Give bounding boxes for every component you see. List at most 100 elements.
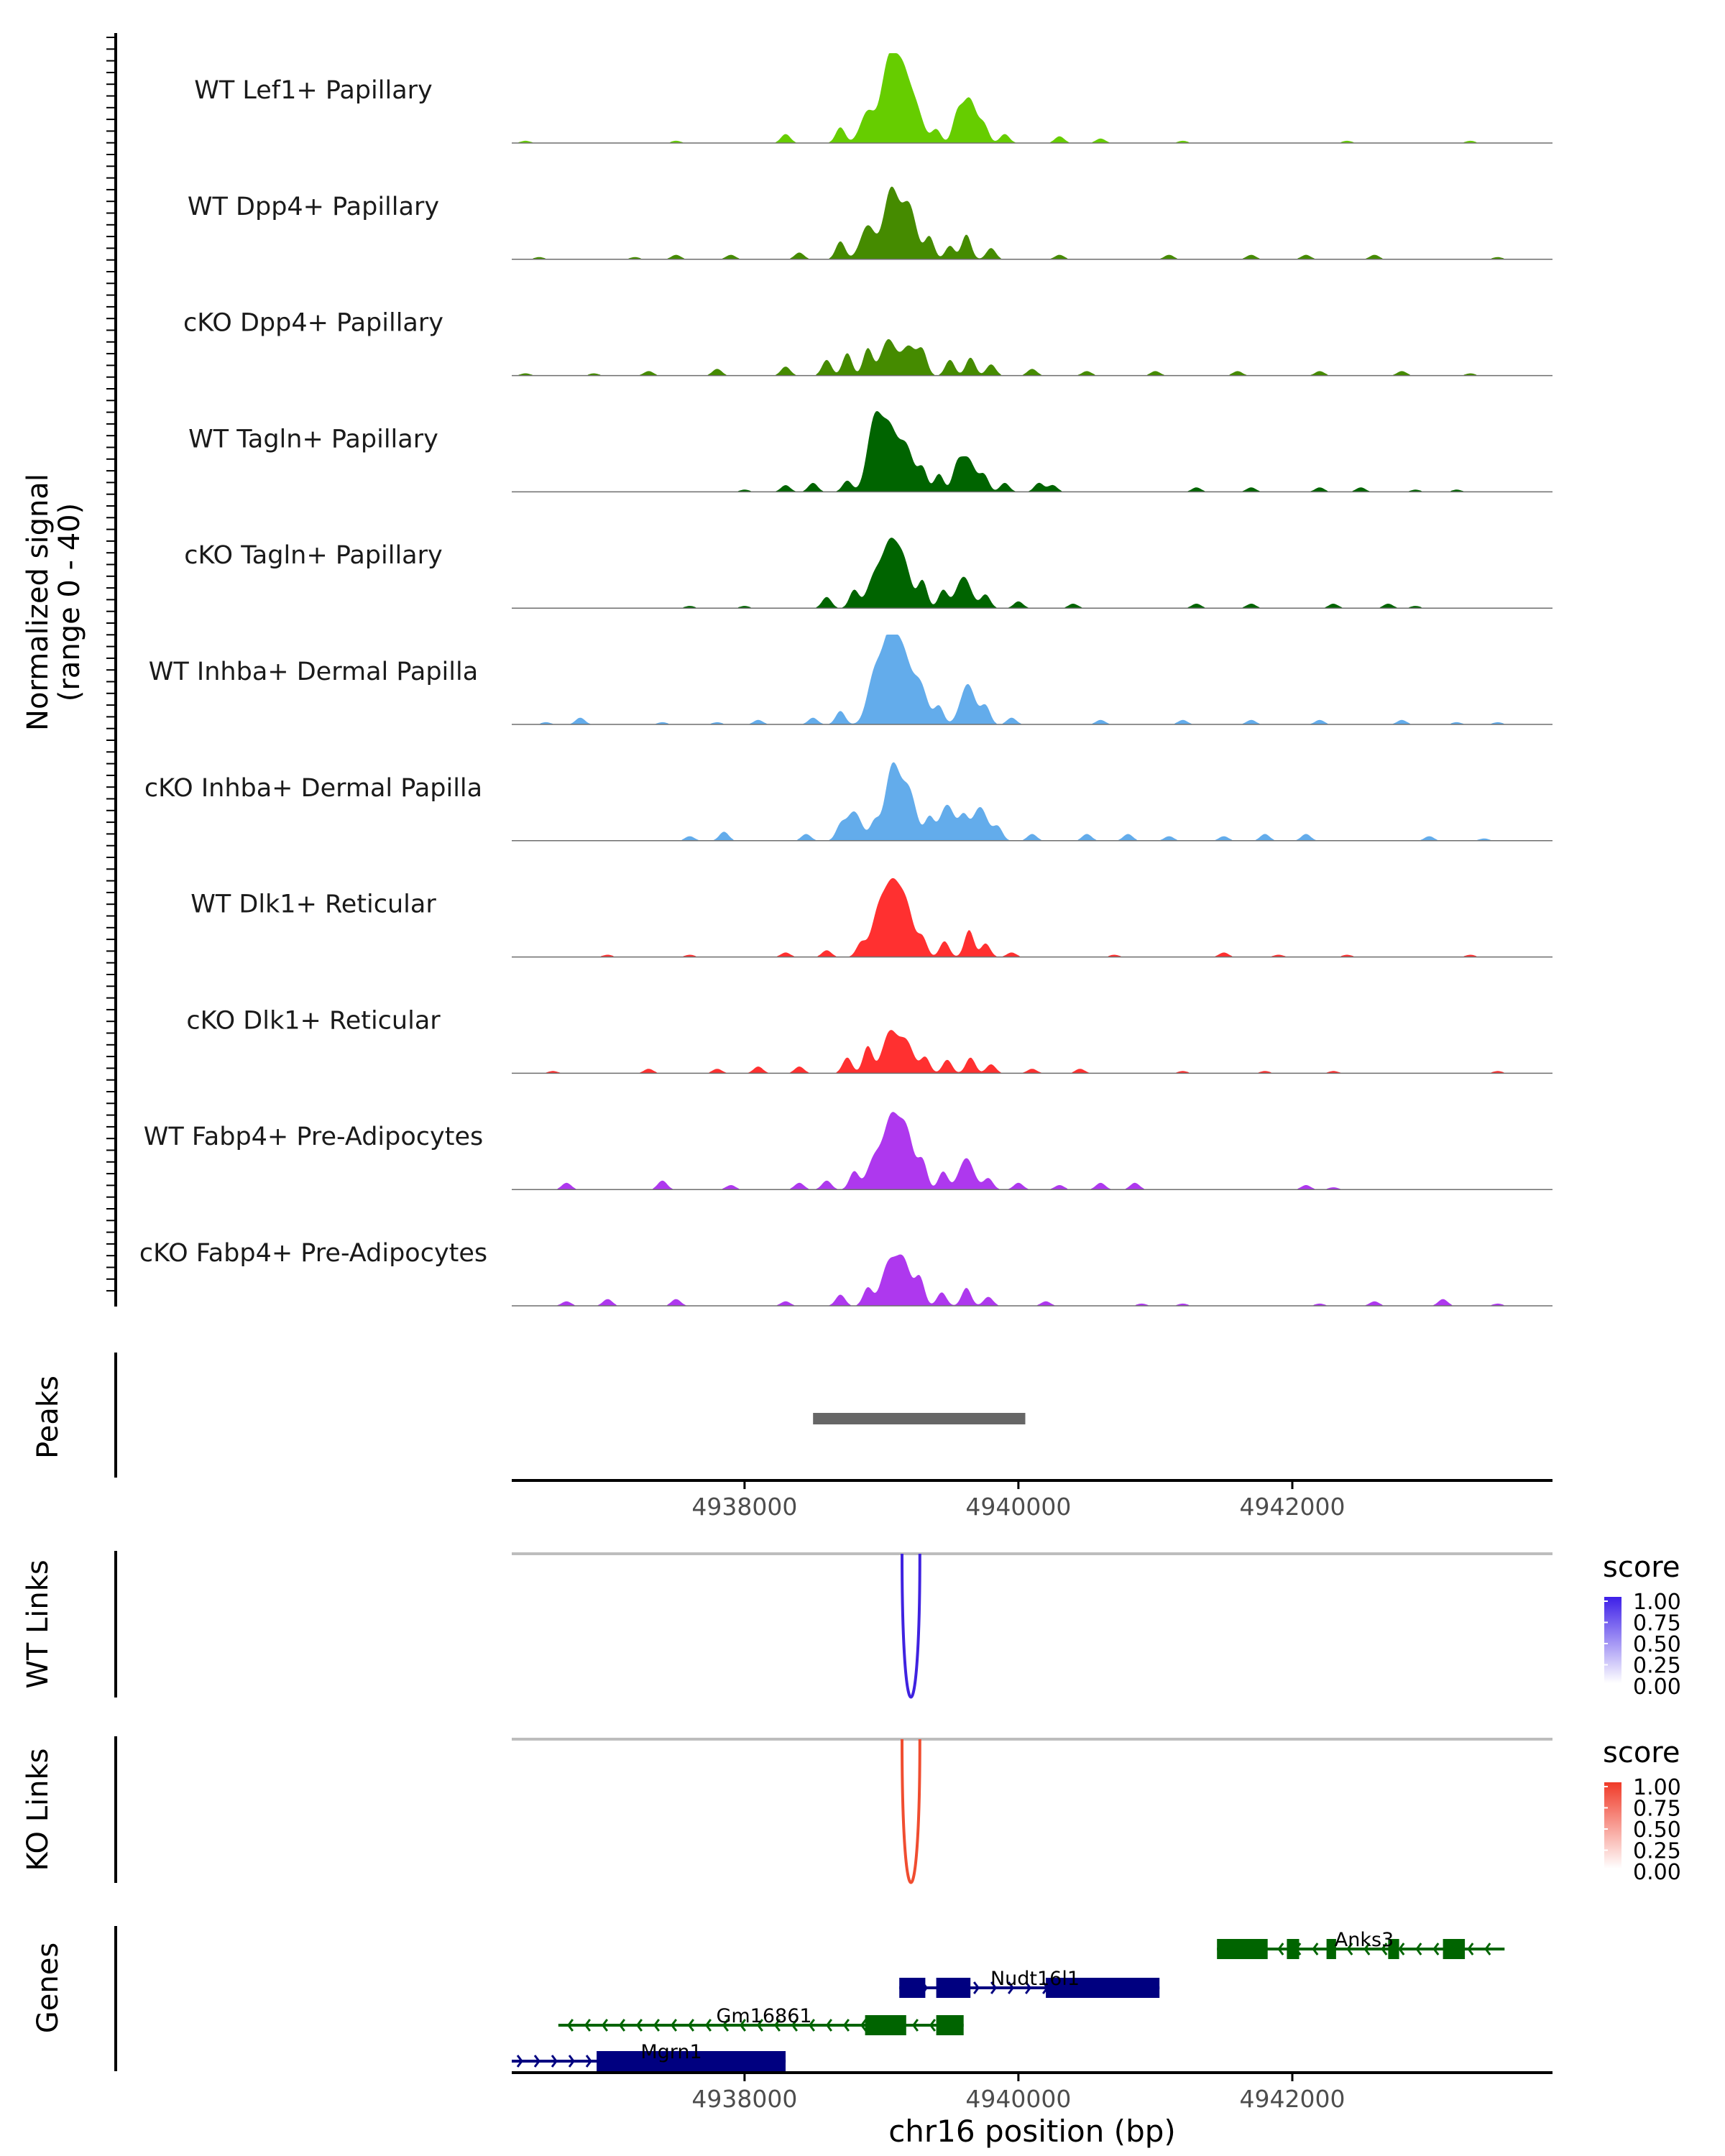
strand-arrow bbox=[566, 2019, 574, 2032]
strand-arrow bbox=[1312, 1943, 1319, 1955]
strand-arrow bbox=[551, 2055, 558, 2068]
strand-arrow bbox=[1277, 1943, 1284, 1955]
exon bbox=[1046, 1978, 1160, 1998]
gene-Mgrn1: Mgrn1 bbox=[512, 2041, 786, 2071]
strand-arrow bbox=[1346, 1943, 1353, 1955]
legend-tick-label: 0.25 bbox=[1633, 1654, 1681, 1679]
gene-Anks3: Anks3 bbox=[1217, 1929, 1505, 1959]
track-0: WT Lef1+ Papillary bbox=[194, 53, 1552, 144]
genes-track: Anks3 Nudt16l1 Gm16861 Mgrn1 bbox=[512, 1929, 1505, 2071]
strand-arrow bbox=[516, 2055, 523, 2068]
track-3: WT Tagln+ Papillary bbox=[188, 411, 1552, 493]
legend-title: score bbox=[1603, 1736, 1680, 1769]
legend-tick-label: 0.00 bbox=[1633, 1860, 1681, 1885]
strand-arrow bbox=[601, 2019, 608, 2032]
strand-arrow bbox=[808, 2019, 815, 2032]
strand-arrow bbox=[911, 2019, 919, 2032]
track-label: WT Tagln+ Papillary bbox=[188, 425, 438, 453]
strand-arrow bbox=[739, 2019, 746, 2032]
track-label: WT Dlk1+ Reticular bbox=[190, 890, 436, 919]
track-label: WT Inhba+ Dermal Papilla bbox=[149, 658, 478, 686]
track-7: WT Dlk1+ Reticular bbox=[190, 877, 1552, 958]
strand-arrow bbox=[1415, 1943, 1422, 1955]
gene-name: Mgrn1 bbox=[640, 2041, 702, 2063]
strand-arrow bbox=[1381, 1943, 1388, 1955]
strand-arrow bbox=[1008, 1981, 1015, 1994]
track-label: cKO Dpp4+ Papillary bbox=[183, 309, 443, 338]
link-arc bbox=[901, 1738, 921, 1884]
strand-arrow bbox=[860, 2019, 867, 2032]
strand-arrow bbox=[568, 2055, 575, 2068]
strand-arrow bbox=[618, 2019, 625, 2032]
track-2: cKO Dpp4+ Papillary bbox=[183, 309, 1552, 377]
legend-colorbar bbox=[1604, 1782, 1622, 1869]
track-label: cKO Inhba+ Dermal Papilla bbox=[144, 774, 482, 803]
legend-title: score bbox=[1603, 1551, 1680, 1584]
track-label: WT Lef1+ Papillary bbox=[194, 76, 433, 105]
x-tick-label: 4940000 bbox=[965, 1493, 1071, 1521]
track-6: cKO Inhba+ Dermal Papilla bbox=[144, 762, 1552, 842]
legend-tick-label: 0.75 bbox=[1633, 1611, 1681, 1636]
track-label: WT Dpp4+ Papillary bbox=[188, 193, 439, 221]
y-axis-title-line2: (range 0 - 40) bbox=[53, 503, 86, 701]
gene-Gm16861: Gm16861 bbox=[558, 2005, 964, 2035]
x-axis-bottom-ticks: 4938000 4940000 4942000 bbox=[691, 2073, 1345, 2113]
legend-tick-label: 0.50 bbox=[1633, 1818, 1681, 1843]
genes-label: Genes bbox=[32, 1943, 65, 2033]
peak-interval bbox=[813, 1413, 1026, 1424]
strand-arrow bbox=[722, 2019, 729, 2032]
strand-arrow bbox=[1398, 1943, 1405, 1955]
strand-arrow bbox=[653, 2019, 660, 2032]
strand-arrow bbox=[773, 2019, 781, 2032]
links-label: WT Links bbox=[22, 1560, 55, 1688]
track-label: cKO Tagln+ Papillary bbox=[184, 541, 443, 570]
track-label: cKO Fabp4+ Pre-Adipocytes bbox=[139, 1239, 487, 1268]
strand-arrow bbox=[1432, 1943, 1440, 1955]
strand-arrow bbox=[929, 2019, 936, 2032]
strand-arrow bbox=[791, 2019, 798, 2032]
links-panel-0: WT Links score 1.000.750.500.250.00 bbox=[22, 1551, 1681, 1700]
strand-arrow bbox=[670, 2019, 677, 2032]
exon bbox=[1326, 1939, 1336, 1959]
legend-tick-label: 0.00 bbox=[1633, 1674, 1681, 1700]
links-label: KO Links bbox=[22, 1749, 55, 1871]
legend-tick-label: 1.00 bbox=[1633, 1590, 1681, 1615]
legend-tick-label: 0.50 bbox=[1633, 1632, 1681, 1657]
track-8: cKO Dlk1+ Reticular bbox=[186, 1006, 1552, 1074]
track-label: WT Fabp4+ Pre-Adipocytes bbox=[144, 1123, 483, 1151]
y-axis-title-line1: Normalized signal bbox=[22, 474, 55, 731]
x-tick-label: 4938000 bbox=[691, 1493, 797, 1521]
x-tick-label: 4940000 bbox=[965, 2085, 1071, 2113]
exon bbox=[1217, 1939, 1268, 1959]
coverage-tracks: WT Lef1+ Papillary WT Dpp4+ Papillary cKO … bbox=[139, 53, 1552, 1307]
track-10: cKO Fabp4+ Pre-Adipocytes bbox=[139, 1239, 1552, 1307]
strand-arrow bbox=[973, 1981, 980, 1994]
strand-arrow bbox=[585, 2055, 592, 2068]
exon bbox=[936, 1978, 971, 1998]
exon bbox=[1388, 1939, 1399, 1959]
track-9: WT Fabp4+ Pre-Adipocytes bbox=[144, 1112, 1552, 1190]
x-axis-title: chr16 position (bp) bbox=[888, 2114, 1176, 2149]
track-1: WT Dpp4+ Papillary bbox=[188, 186, 1552, 260]
gene-name: Anks3 bbox=[1335, 1929, 1394, 1951]
strand-arrow bbox=[1363, 1943, 1371, 1955]
exon bbox=[1443, 1939, 1466, 1959]
legend-tick-label: 1.00 bbox=[1633, 1775, 1681, 1800]
strand-arrow bbox=[635, 2019, 643, 2032]
coverage-y-ticks bbox=[106, 37, 116, 1292]
peaks-track bbox=[813, 1413, 1026, 1424]
peaks-label: Peaks bbox=[32, 1376, 65, 1459]
track-5: WT Inhba+ Dermal Papilla bbox=[149, 635, 1552, 725]
legend-tick-label: 0.25 bbox=[1633, 1839, 1681, 1864]
x-tick-label: 4938000 bbox=[691, 2085, 797, 2113]
exon bbox=[899, 1978, 926, 1998]
x-tick-label: 4942000 bbox=[1240, 2085, 1346, 2113]
gene-name: Gm16861 bbox=[716, 2005, 811, 2027]
strand-arrow bbox=[756, 2019, 763, 2032]
strand-arrow bbox=[825, 2019, 832, 2032]
legend-colorbar bbox=[1604, 1597, 1622, 1683]
x-tick-label: 4942000 bbox=[1240, 1493, 1346, 1521]
strand-arrow bbox=[990, 1981, 998, 1994]
links-panel-1: KO Links score 1.000.750.500.250.00 bbox=[22, 1736, 1681, 1885]
